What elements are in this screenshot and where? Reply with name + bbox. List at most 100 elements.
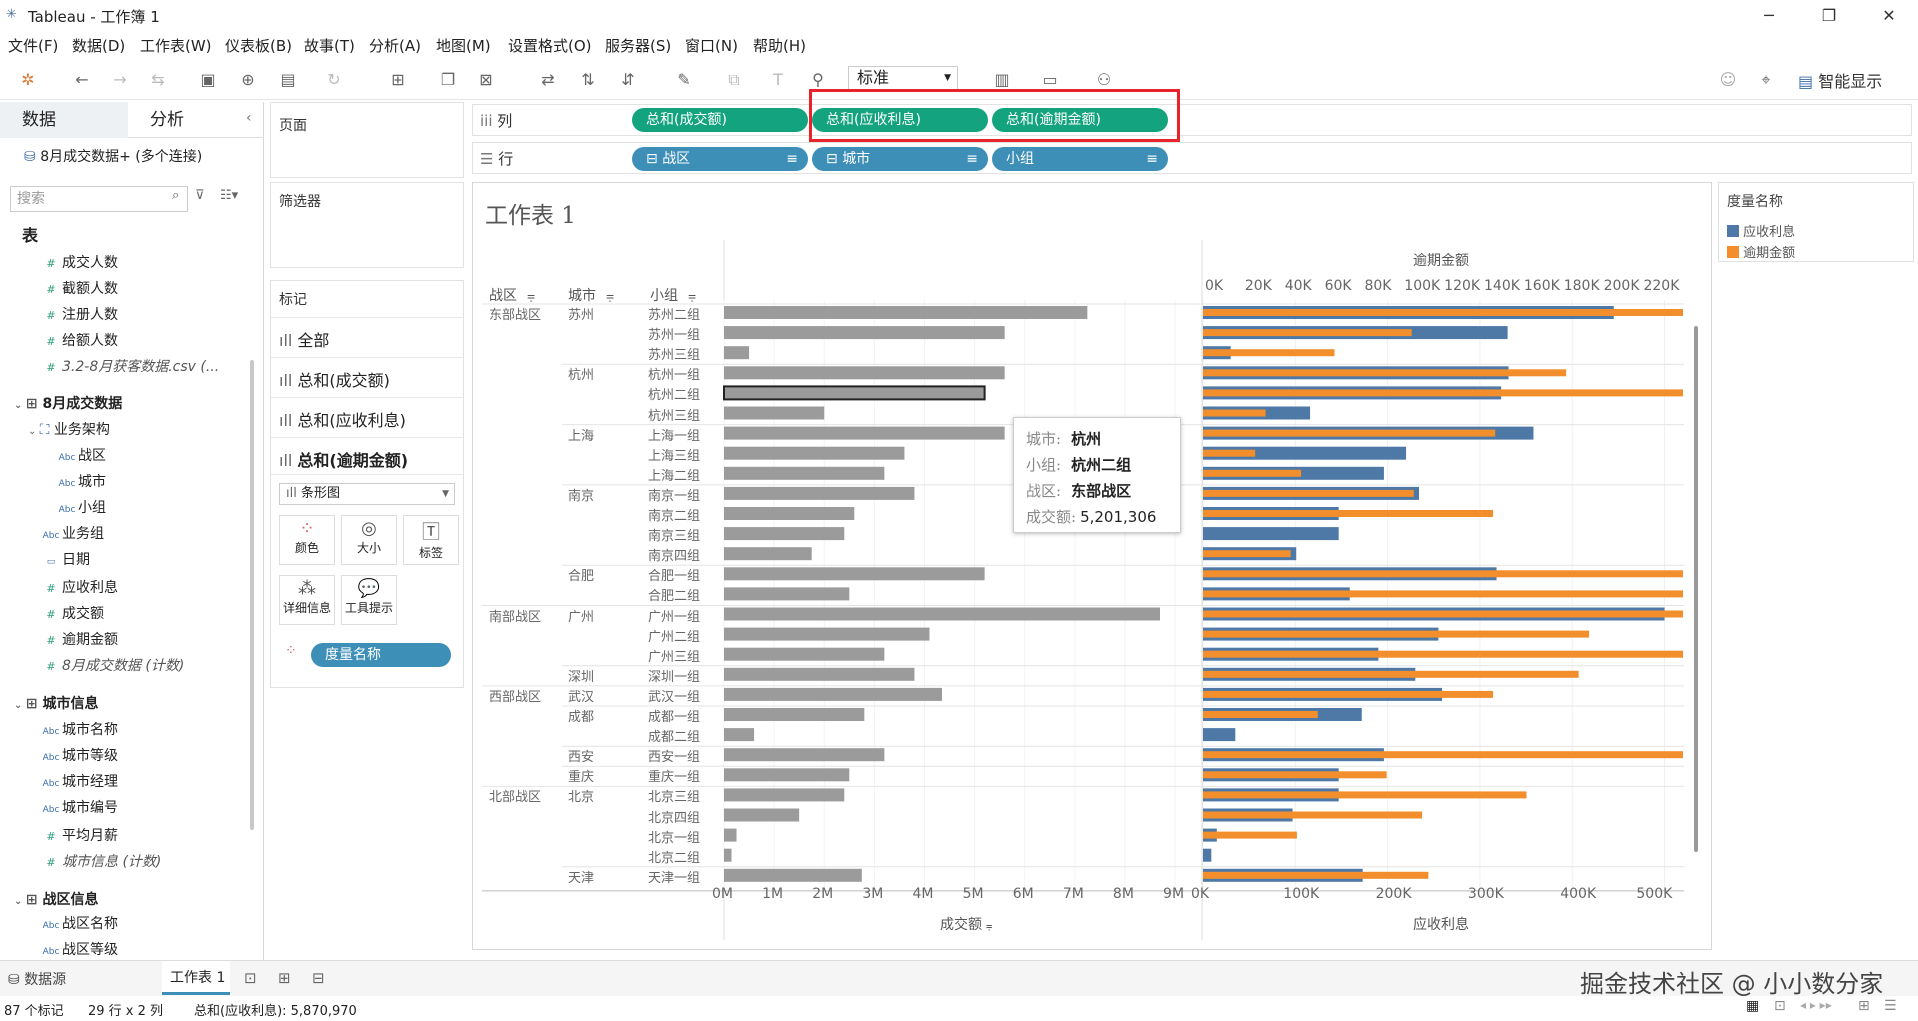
field-item[interactable]: Abc 业务组 <box>40 523 104 543</box>
field-item[interactable]: # 逾期金额 <box>40 629 118 649</box>
new-datasource-icon[interactable]: ⊕ <box>241 70 255 89</box>
menu-help[interactable]: 帮助(H) <box>753 37 806 55</box>
sheet-tab[interactable]: 工作表 1 <box>162 961 230 995</box>
detail-button[interactable]: ⁂ 详细信息 <box>279 575 335 625</box>
clear-sheet-icon[interactable]: ⊠ <box>479 70 493 89</box>
legend-item[interactable]: 逾期金额 <box>1727 242 1795 261</box>
tooltip-button[interactable]: 💬 工具提示 <box>341 575 397 625</box>
field-item[interactable]: Abc 城市经理 <box>40 771 118 791</box>
group-icon[interactable]: ⧉ <box>728 70 740 89</box>
fit-select[interactable]: 标准 ▼ <box>848 66 958 90</box>
hierarchy-item[interactable]: ⌄ ⛶ 业务架构 <box>28 422 110 438</box>
field-item[interactable]: # 城市信息 (计数) <box>40 851 161 871</box>
format-painter-icon[interactable]: ⌖ <box>1761 70 1771 89</box>
swap-icon[interactable]: ⇄ <box>541 70 555 89</box>
menu-analysis[interactable]: 分析(A) <box>369 37 421 55</box>
field-item[interactable]: Abc 城市 <box>56 471 106 491</box>
label-icon[interactable]: T <box>773 70 783 89</box>
pin-icon[interactable]: ⚲ <box>812 70 824 89</box>
maximize-button[interactable]: ❐ <box>1821 6 1837 25</box>
group-header[interactable]: ⌄ ⊞ 8月成交数据 <box>14 396 123 412</box>
search-input[interactable]: 搜索 <box>10 186 188 212</box>
label-button[interactable]: 🅃 标签 <box>403 515 459 565</box>
fit-icon[interactable]: ⊡ <box>1774 998 1786 1014</box>
field-item[interactable]: # 应收利息 <box>40 577 118 597</box>
menu-format[interactable]: 设置格式(O) <box>508 37 592 55</box>
presentation-icon[interactable]: ▭ <box>1042 70 1058 89</box>
new-dashboard-icon[interactable]: ⊞ <box>278 969 291 987</box>
new-sheet-icon[interactable]: ⊞ <box>391 70 405 89</box>
menu-server[interactable]: 服务器(S) <box>605 37 672 55</box>
undo-icon[interactable]: ← <box>75 70 89 89</box>
field-item[interactable]: Abc 战区等级 <box>40 939 118 959</box>
marks-tab-all[interactable]: ıll 全部 <box>271 317 463 355</box>
sort-desc-icon[interactable]: ⇵ <box>621 70 635 89</box>
menu-dashboard[interactable]: 仪表板(B) <box>225 37 292 55</box>
tile-icon[interactable]: ⊞ <box>1858 998 1870 1014</box>
header-zone[interactable]: 战区 ⩦ <box>489 288 536 304</box>
datasource-tab[interactable]: ⛁ 数据源 <box>8 972 67 988</box>
color-button[interactable]: ⁘ 颜色 <box>279 515 335 565</box>
data-pane-scrollbar[interactable] <box>250 360 254 830</box>
menu-worksheet[interactable]: 工作表(W) <box>140 37 212 55</box>
minimize-button[interactable]: ─ <box>1764 6 1774 25</box>
save-icon[interactable]: ▣ <box>200 70 216 89</box>
filters-card[interactable]: 筛选器 <box>270 182 464 268</box>
field-item[interactable]: # 注册人数 <box>40 304 118 324</box>
size-button[interactable]: ◎ 大小 <box>341 515 397 565</box>
legend-item[interactable]: 应收利息 <box>1727 221 1795 240</box>
field-item[interactable]: # 平均月薪 <box>40 825 118 845</box>
group-header[interactable]: ⌄ ⊞ 城市信息 <box>14 696 99 712</box>
menu-file[interactable]: 文件(F) <box>8 37 59 55</box>
field-item[interactable]: # 成交额 <box>40 603 104 623</box>
header-group[interactable]: 小组 ⩦ <box>650 288 697 304</box>
share-icon[interactable]: ⚇ <box>1096 70 1112 89</box>
close-button[interactable]: ✕ <box>1882 6 1896 25</box>
column-pill-overdue[interactable]: 总和(逾期金额) <box>992 108 1168 132</box>
redo-icon[interactable]: → <box>113 70 127 89</box>
new-worksheet-icon[interactable]: ⊡ <box>244 969 257 987</box>
menu-window[interactable]: 窗口(N) <box>685 37 738 55</box>
connection-label[interactable]: ⛁ 8月成交数据+ (多个连接) <box>24 149 203 165</box>
menu-data[interactable]: 数据(D) <box>72 37 126 55</box>
mark-type-select[interactable]: ıll 条形图 ▼ <box>279 483 455 505</box>
collapse-icon[interactable]: ‹ <box>246 110 252 126</box>
field-item[interactable]: ▭ 日期 <box>40 549 90 569</box>
show-cards-icon[interactable]: ▥ <box>994 70 1010 89</box>
row-pill-zone[interactable]: ⊟ 战区 ≡ <box>632 147 808 171</box>
tab-analysis[interactable]: 分析 <box>150 110 184 130</box>
row-pill-city[interactable]: ⊟ 城市 ≡ <box>812 147 988 171</box>
row-pill-group[interactable]: 小组 ≡ <box>992 147 1168 171</box>
field-item[interactable]: Abc 战区 <box>56 445 106 465</box>
pause-update-icon[interactable]: ▤ <box>280 70 296 89</box>
view-options-icon[interactable]: ☷▾ <box>220 188 239 203</box>
sort-asc-icon[interactable]: ⇅ <box>581 70 595 89</box>
replay-icon[interactable]: ⇆ <box>151 70 165 89</box>
field-item[interactable]: Abc 城市名称 <box>40 719 118 739</box>
field-item[interactable]: Abc 城市编号 <box>40 797 118 817</box>
group-header[interactable]: ⌄ ⊞ 战区信息 <box>14 892 99 908</box>
list-icon[interactable]: ☰ <box>1884 998 1897 1014</box>
pages-card[interactable]: 页面 <box>270 102 464 178</box>
field-item[interactable]: Abc 战区名称 <box>40 913 118 933</box>
field-item[interactable]: Abc 城市等级 <box>40 745 118 765</box>
tableau-icon[interactable]: ✲ <box>21 70 35 89</box>
menu-map[interactable]: 地图(M) <box>436 37 491 55</box>
marks-tab-sales[interactable]: ıll 总和(成交额) <box>271 357 463 395</box>
field-item[interactable]: # 成交人数 <box>40 252 118 272</box>
field-item[interactable]: Abc 小组 <box>56 497 106 517</box>
viz-scrollbar[interactable] <box>1694 326 1698 852</box>
header-city[interactable]: 城市 ⩦ <box>568 288 615 304</box>
duplicate-sheet-icon[interactable]: ❐ <box>440 70 456 89</box>
smart-show-button[interactable]: ▤ 智能显示 <box>1798 72 1883 91</box>
filter-icon[interactable]: ⊽ <box>195 188 205 203</box>
column-pill-sales[interactable]: 总和(成交额) <box>632 108 808 132</box>
field-item[interactable]: # 给额人数 <box>40 330 118 350</box>
field-item[interactable]: #3.2-8月获客数据.csv (... <box>40 356 219 376</box>
field-item[interactable]: #8月成交数据 (计数) <box>40 655 184 675</box>
measure-names-pill[interactable]: 度量名称 <box>311 643 451 667</box>
nav-arrows-icon[interactable]: ◂ ▸ ▸▸ <box>1800 998 1832 1012</box>
field-item[interactable]: # 截额人数 <box>40 278 118 298</box>
new-story-icon[interactable]: ⊟ <box>312 969 325 987</box>
tab-data[interactable]: 数据 <box>0 102 128 138</box>
